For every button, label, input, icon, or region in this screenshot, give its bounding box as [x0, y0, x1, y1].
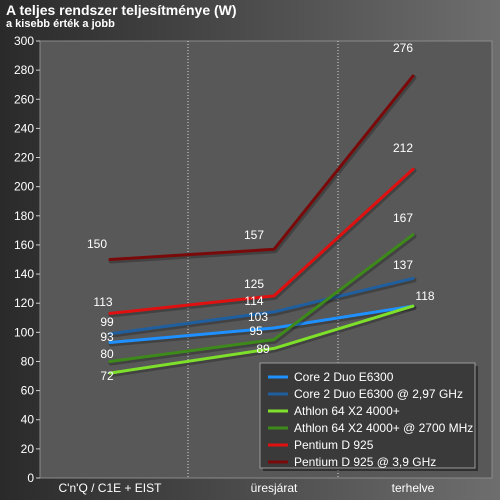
data-label: 114	[244, 294, 263, 308]
data-label: 276	[393, 41, 413, 55]
chart-title: A teljes rendszer teljesítménye (W)	[6, 2, 237, 18]
y-tick-label: 180	[14, 209, 34, 223]
series-line-4	[108, 233, 415, 363]
y-tick-label: 60	[21, 384, 35, 398]
series-line-shadow	[108, 75, 417, 264]
series-line-shadow	[108, 233, 417, 366]
data-label: 89	[256, 342, 270, 356]
y-tick-label: 240	[14, 121, 34, 135]
data-label: 125	[244, 277, 264, 291]
series-line-1	[108, 304, 415, 344]
y-tick-label: 140	[14, 267, 34, 281]
legend: Core 2 Duo E6300 Core 2 Duo E6300 @ 2,97 …	[259, 362, 478, 471]
data-label: 95	[249, 324, 263, 338]
y-tick-label: 200	[14, 180, 34, 194]
legend-label-3: Athlon 64 X2 4000+	[294, 404, 400, 418]
legend-label-1: Core 2 Duo E6300	[294, 370, 394, 384]
series-line-3	[108, 304, 415, 375]
category-dividers	[187, 41, 339, 478]
y-tick-label: 100	[14, 325, 34, 339]
y-tick-label: 120	[14, 296, 34, 310]
data-label: 99	[100, 315, 114, 329]
data-label: 137	[393, 258, 413, 272]
data-label: 212	[393, 141, 413, 155]
y-tick-label: 220	[14, 151, 34, 165]
y-tick-label: 40	[21, 413, 35, 427]
y-tick-label: 160	[14, 238, 34, 252]
legend-label-4: Athlon 64 X2 4000+ @ 2700 MHz	[294, 421, 473, 435]
legend-label-5: Pentium D 925	[294, 438, 374, 452]
data-label: 103	[248, 310, 268, 324]
series-line-6	[108, 74, 415, 261]
data-label: 118	[415, 289, 434, 303]
series-line-shadow	[108, 305, 417, 378]
legend-label-2: Core 2 Duo E6300 @ 2,97 GHz	[294, 387, 463, 401]
y-tick-label: 20	[21, 442, 35, 456]
series-lines	[108, 74, 417, 378]
legend-box	[259, 362, 476, 469]
series-line-shadow	[108, 168, 417, 318]
series-line-2	[108, 276, 415, 336]
chart-subtitle: a kisebb érték a jobb	[6, 18, 115, 30]
data-labels: 150 157 276 113 125 212 99 114 137 93 103 118 80 95 16…	[87, 41, 435, 383]
y-tick-label: 80	[21, 354, 35, 368]
series-line-5	[108, 167, 415, 315]
y-tick-label: 280	[14, 63, 34, 77]
data-label: 157	[244, 228, 264, 242]
y-tick-label: 300	[14, 34, 34, 48]
legend-label-6: Pentium D 925 @ 3,9 GHz	[294, 455, 436, 469]
series-line-shadow	[108, 305, 417, 347]
x-axis: C'n'Q / C1E + EIST üresjárat terhelve	[59, 481, 435, 495]
x-tick-label: üresjárat	[251, 481, 298, 495]
data-label: 80	[100, 347, 114, 361]
y-tick-label: 0	[27, 471, 34, 485]
series-line-shadow	[108, 277, 417, 338]
y-axis: 0 20 40 60 80 100 120 140 160 180 200 220 240 260 280 3…	[14, 34, 40, 485]
data-label: 72	[100, 369, 114, 383]
data-label: 113	[93, 295, 112, 309]
data-label: 93	[100, 330, 114, 344]
x-tick-label: terhelve	[392, 481, 435, 495]
data-label: 167	[393, 211, 413, 225]
data-label: 150	[87, 237, 107, 251]
x-tick-label: C'n'Q / C1E + EIST	[59, 481, 163, 495]
y-tick-label: 260	[14, 92, 34, 106]
